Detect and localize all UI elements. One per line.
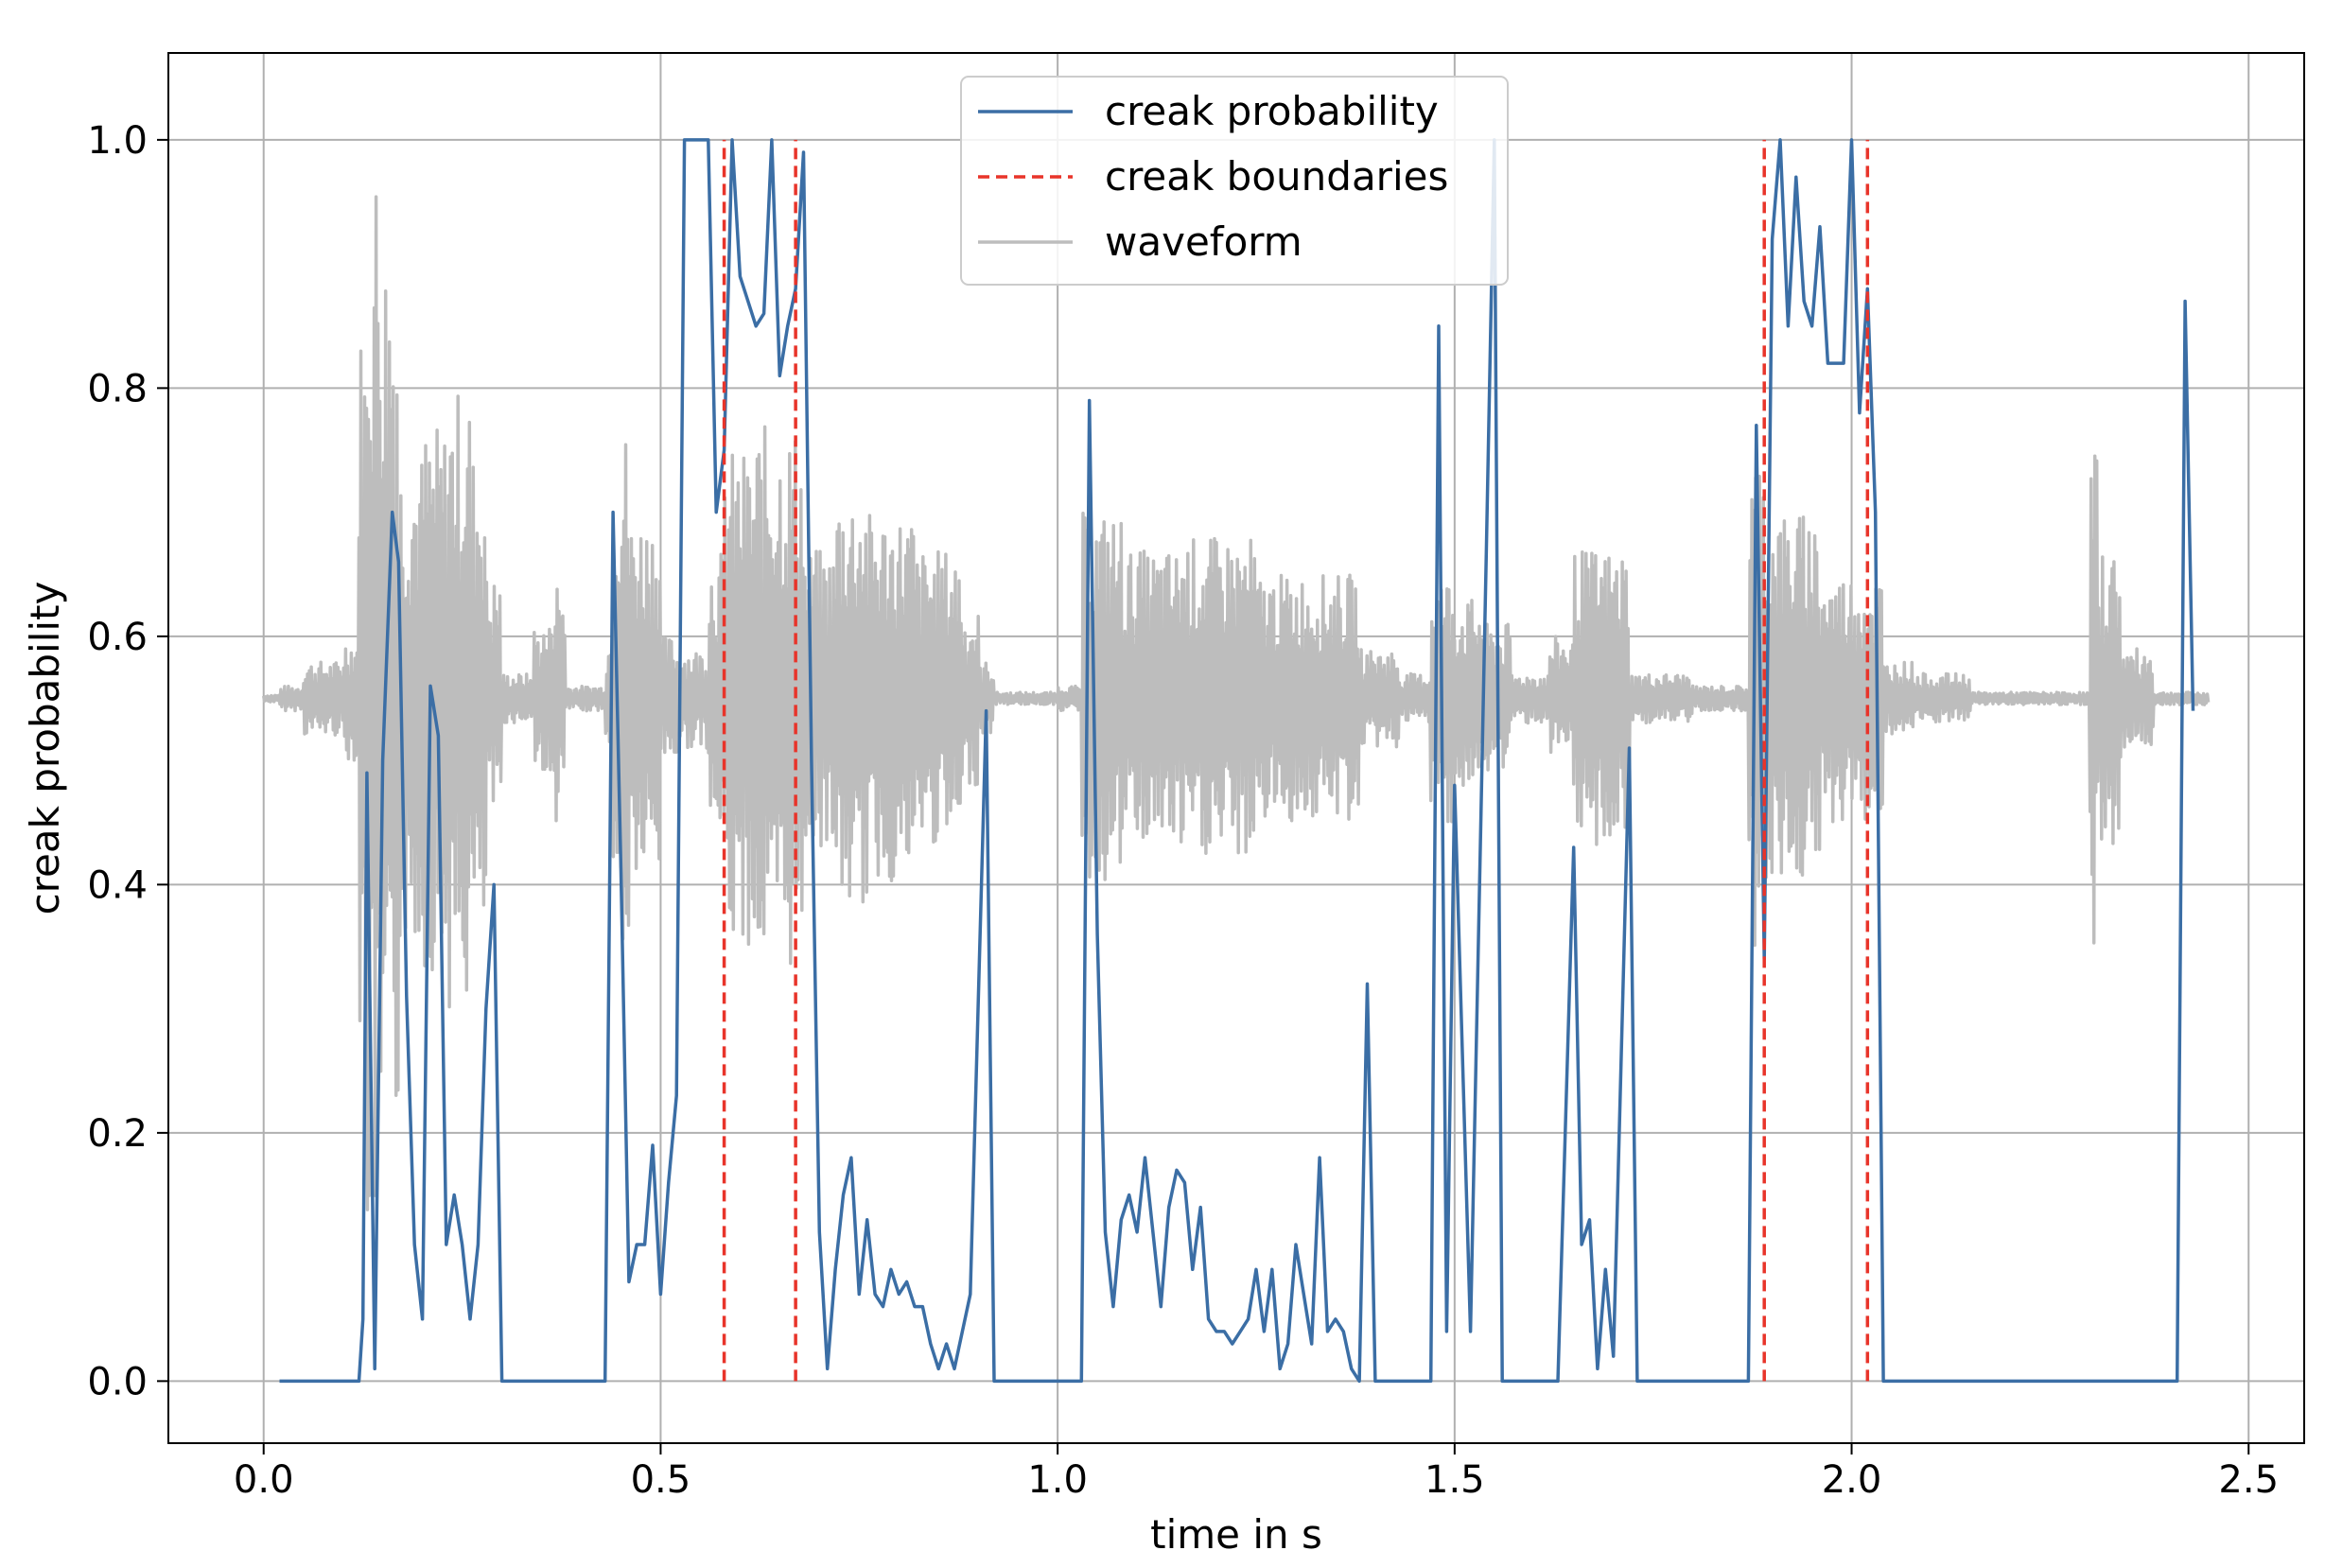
legend-box: [960, 76, 1509, 286]
legend-label-creak-boundaries: creak boundaries: [1105, 153, 1448, 200]
legend-label-waveform: waveform: [1105, 218, 1302, 265]
waveform-series: [261, 195, 2211, 1211]
y-axis-ticks: 0.0 0.2 0.4 0.6 0.8 1.0: [87, 119, 168, 1403]
y-tick-label: 0.0: [87, 1360, 148, 1403]
creak-boundaries-series: [722, 139, 1870, 1382]
x-axis-ticks: 0.0 0.5 1.0 1.5 2.0 2.5: [234, 1443, 2279, 1502]
y-tick-label: 0.4: [87, 863, 148, 907]
waveform-line: [261, 195, 2211, 1211]
x-tick-label: 0.5: [631, 1458, 691, 1502]
x-axis-title: time in s: [1150, 1511, 1322, 1558]
x-tick-label: 2.0: [1822, 1458, 1882, 1502]
legend: creak probability creak boundaries wavef…: [960, 76, 1509, 286]
x-tick-label: 1.5: [1425, 1458, 1485, 1502]
y-axis-title: creak probability: [22, 582, 68, 915]
creak-probability-line: [279, 138, 2195, 1384]
y-tick-label: 1.0: [87, 119, 148, 163]
legend-label-creak-probability: creak probability: [1105, 88, 1439, 134]
x-tick-label: 0.0: [234, 1458, 294, 1502]
y-tick-label: 0.2: [87, 1112, 148, 1156]
creak-probability-series: [279, 138, 2195, 1384]
x-tick-label: 2.5: [2218, 1458, 2279, 1502]
y-tick-label: 0.8: [87, 367, 148, 410]
x-tick-label: 1.0: [1027, 1458, 1088, 1502]
plot-frame: [167, 52, 2305, 1444]
y-tick-label: 0.6: [87, 616, 148, 659]
